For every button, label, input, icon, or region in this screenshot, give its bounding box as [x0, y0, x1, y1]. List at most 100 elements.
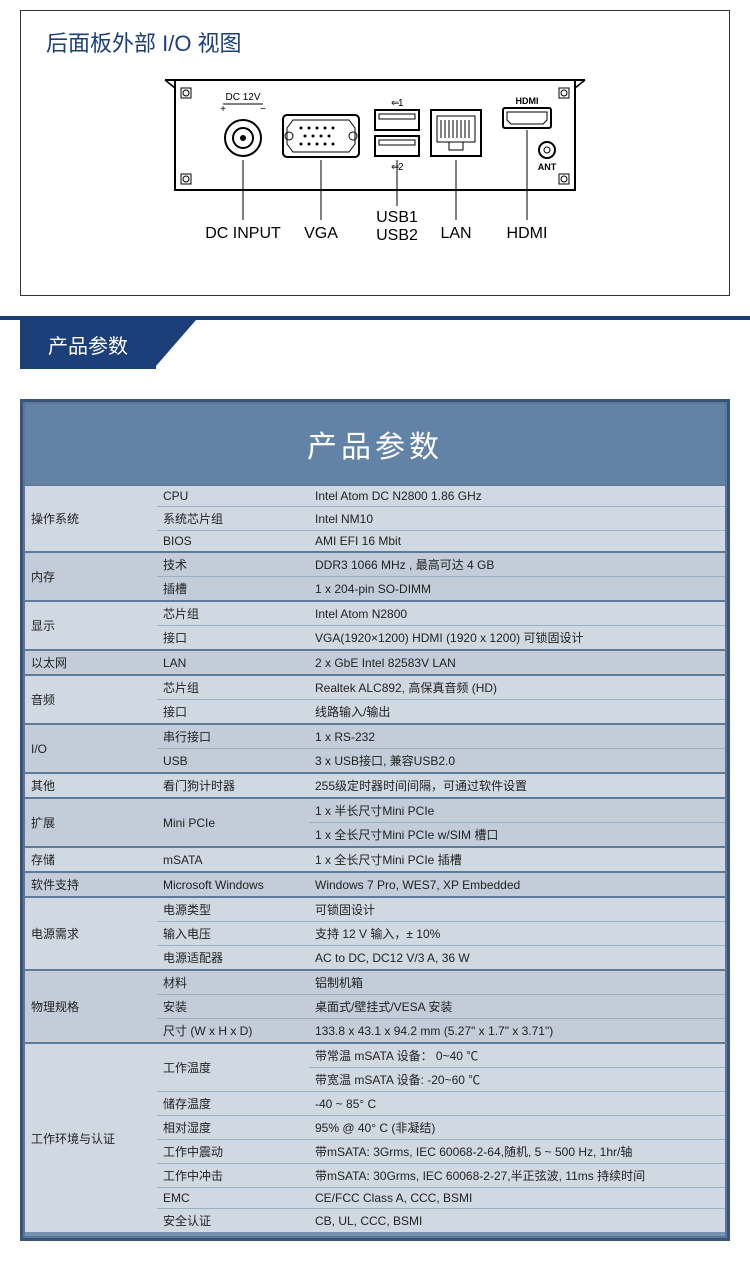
spec-subcategory: 插槽	[157, 577, 309, 602]
spec-category: 内存	[25, 552, 157, 601]
spec-value: 255级定时器时间间隔，可通过软件设置	[309, 773, 725, 798]
svg-text:+: +	[220, 104, 226, 115]
spec-subcategory: 电源适配器	[157, 946, 309, 971]
section-tab: 产品参数	[20, 320, 156, 369]
spec-subcategory: CPU	[157, 485, 309, 507]
spec-subcategory: BIOS	[157, 531, 309, 553]
svg-text:2: 2	[398, 162, 404, 173]
callout-vga: VGA	[304, 225, 338, 242]
spec-value: 铝制机箱	[309, 970, 725, 995]
spec-value: VGA(1920×1200) HDMI (1920 x 1200) 可锁固设计	[309, 626, 725, 651]
spec-subcategory: 工作中震动	[157, 1140, 309, 1164]
io-figure: DC 12V + − ⇐ 1 ⇐	[46, 70, 704, 275]
table-row: 内存技术DDR3 1066 MHz , 最高可达 4 GB	[25, 552, 725, 577]
spec-value: 3 x USB接口, 兼容USB2.0	[309, 749, 725, 774]
spec-subcategory: 接口	[157, 700, 309, 725]
svg-text:1: 1	[398, 98, 404, 109]
callout-usb1: USB1	[376, 209, 418, 226]
spec-value: CB, UL, CCC, BSMI	[309, 1209, 725, 1233]
spec-value: 1 x 半长尺寸Mini PCIe	[309, 798, 725, 823]
spec-subcategory: 接口	[157, 626, 309, 651]
spec-subcategory: 看门狗计时器	[157, 773, 309, 798]
spec-category: 软件支持	[25, 872, 157, 897]
spec-category: I/O	[25, 724, 157, 773]
spec-value: Intel Atom DC N2800 1.86 GHz	[309, 485, 725, 507]
spec-value: Intel Atom N2800	[309, 601, 725, 626]
spec-subcategory: 尺寸 (W x H x D)	[157, 1019, 309, 1044]
spec-value: 带mSATA: 30Grms, IEC 60068-2-27,半正弦波, 11m…	[309, 1164, 725, 1188]
spec-value: 1 x 全长尺寸Mini PCIe 插槽	[309, 847, 725, 872]
spec-subcategory: 工作中冲击	[157, 1164, 309, 1188]
spec-subcategory: 电源类型	[157, 897, 309, 922]
spec-value: AC to DC, DC12 V/3 A, 36 W	[309, 946, 725, 971]
spec-value: AMI EFI 16 Mbit	[309, 531, 725, 553]
spec-category: 扩展	[25, 798, 157, 847]
spec-category: 工作环境与认证	[25, 1043, 157, 1232]
spec-value: 1 x RS-232	[309, 724, 725, 749]
spec-header: 产品参数	[25, 404, 725, 484]
spec-subcategory: 材料	[157, 970, 309, 995]
spec-subcategory: 芯片组	[157, 675, 309, 700]
spec-panel: 产品参数 操作系统CPUIntel Atom DC N2800 1.86 GHz…	[20, 399, 730, 1241]
table-row: 工作环境与认证工作温度带常温 mSATA 设备： 0~40 ℃	[25, 1043, 725, 1068]
spec-table: 操作系统CPUIntel Atom DC N2800 1.86 GHz系统芯片组…	[25, 484, 725, 1232]
spec-subcategory: 工作温度	[157, 1043, 309, 1092]
spec-category: 操作系统	[25, 485, 157, 552]
spec-value: 带常温 mSATA 设备： 0~40 ℃	[309, 1043, 725, 1068]
spec-subcategory: 安装	[157, 995, 309, 1019]
spec-value: 133.8 x 43.1 x 94.2 mm (5.27" x 1.7" x 3…	[309, 1019, 725, 1044]
spec-value: CE/FCC Class A, CCC, BSMI	[309, 1188, 725, 1209]
table-row: 软件支持Microsoft WindowsWindows 7 Pro, WES7…	[25, 872, 725, 897]
dc12v-label: DC 12V	[225, 92, 260, 103]
spec-subcategory: EMC	[157, 1188, 309, 1209]
spec-value: 带宽温 mSATA 设备: -20~60 ℃	[309, 1068, 725, 1092]
table-row: I/O串行接口1 x RS-232	[25, 724, 725, 749]
spec-value: Realtek ALC892, 高保真音频 (HD)	[309, 675, 725, 700]
table-row: 电源需求电源类型可锁固设计	[25, 897, 725, 922]
spec-value: 线路输入/输出	[309, 700, 725, 725]
svg-text:−: −	[260, 104, 266, 115]
callout-usb2: USB2	[376, 227, 418, 244]
spec-value: 可锁固设计	[309, 897, 725, 922]
spec-category: 其他	[25, 773, 157, 798]
table-row: 存储mSATA1 x 全长尺寸Mini PCIe 插槽	[25, 847, 725, 872]
spec-value: 95% @ 40° C (非凝结)	[309, 1116, 725, 1140]
spec-category: 存储	[25, 847, 157, 872]
spec-subcategory: mSATA	[157, 847, 309, 872]
spec-subcategory: 系统芯片组	[157, 507, 309, 531]
spec-subcategory: 相对湿度	[157, 1116, 309, 1140]
svg-text:HDMI: HDMI	[516, 96, 539, 106]
spec-value: 桌面式/壁挂式/VESA 安装	[309, 995, 725, 1019]
spec-value: 1 x 全长尺寸Mini PCIe w/SIM 槽口	[309, 823, 725, 848]
spec-subcategory: 串行接口	[157, 724, 309, 749]
spec-category: 音频	[25, 675, 157, 724]
spec-subcategory: 芯片组	[157, 601, 309, 626]
spec-category: 以太网	[25, 650, 157, 675]
spec-subcategory: 安全认证	[157, 1209, 309, 1233]
spec-subcategory: 输入电压	[157, 922, 309, 946]
table-row: 扩展Mini PCIe1 x 半长尺寸Mini PCIe	[25, 798, 725, 823]
spec-value: Windows 7 Pro, WES7, XP Embedded	[309, 872, 725, 897]
spec-subcategory: Microsoft Windows	[157, 872, 309, 897]
callout-lan: LAN	[440, 225, 471, 242]
spec-category: 显示	[25, 601, 157, 650]
table-row: 以太网LAN2 x GbE Intel 82583V LAN	[25, 650, 725, 675]
io-view-panel: 后面板外部 I/O 视图 DC 12V + −	[20, 10, 730, 296]
spec-subcategory: USB	[157, 749, 309, 774]
spec-category: 电源需求	[25, 897, 157, 970]
spec-value: 带mSATA: 3Grms, IEC 60068-2-64,随机, 5 ~ 50…	[309, 1140, 725, 1164]
table-row: 音频芯片组Realtek ALC892, 高保真音频 (HD)	[25, 675, 725, 700]
spec-value: 2 x GbE Intel 82583V LAN	[309, 650, 725, 675]
rear-io-svg: DC 12V + − ⇐ 1 ⇐	[115, 70, 635, 270]
table-row: 操作系统CPUIntel Atom DC N2800 1.86 GHz	[25, 485, 725, 507]
spec-subcategory: 储存温度	[157, 1092, 309, 1116]
io-title: 后面板外部 I/O 视图	[46, 26, 704, 58]
spec-subcategory: 技术	[157, 552, 309, 577]
table-row: 物理规格材料铝制机箱	[25, 970, 725, 995]
spec-subcategory: Mini PCIe	[157, 798, 309, 847]
spec-value: -40 ~ 85° C	[309, 1092, 725, 1116]
table-row: 显示芯片组Intel Atom N2800	[25, 601, 725, 626]
spec-value: Intel NM10	[309, 507, 725, 531]
table-row: 其他看门狗计时器255级定时器时间间隔，可通过软件设置	[25, 773, 725, 798]
callout-dc: DC INPUT	[205, 225, 281, 242]
